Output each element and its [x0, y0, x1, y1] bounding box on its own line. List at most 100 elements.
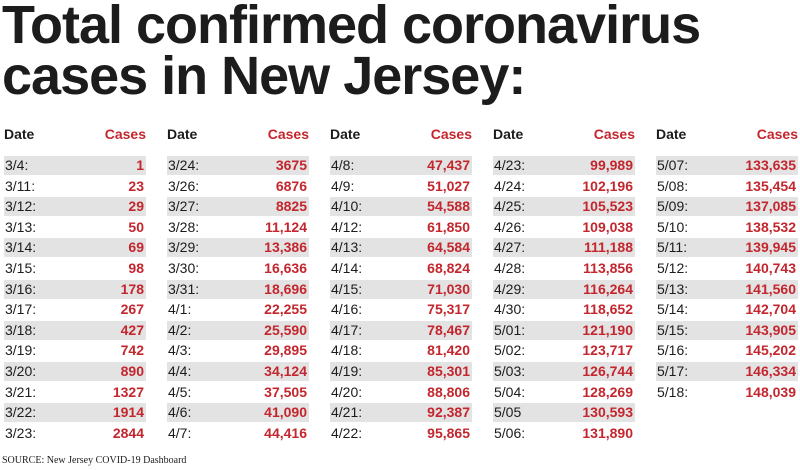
- row-cases: 54,588: [427, 198, 470, 215]
- cases-header: Cases: [756, 126, 798, 142]
- row-date: 4/12:: [331, 218, 363, 235]
- column-header: Date Cases: [656, 124, 798, 144]
- table-row: 3/30: 16,636: [167, 259, 309, 278]
- row-date: 5/14:: [657, 301, 689, 318]
- table-row: 5/15: 143,905: [656, 320, 798, 340]
- row-cases: 13,386: [264, 239, 307, 256]
- row-date: 5/03:: [494, 363, 526, 379]
- row-date: 5/15:: [657, 321, 689, 338]
- row-cases: 22,255: [264, 301, 307, 318]
- row-cases: 44,416: [264, 424, 307, 441]
- row-date: 5/01:: [494, 321, 526, 338]
- row-cases: 37,505: [264, 383, 307, 400]
- table-row: 4/20: 88,806: [330, 383, 472, 402]
- table-row: 4/15: 71,030: [330, 279, 472, 299]
- row-cases: 47,437: [427, 157, 470, 173]
- row-date: 5/11:: [657, 239, 688, 256]
- row-date: 4/8:: [331, 157, 355, 173]
- cases-header: Cases: [430, 126, 472, 142]
- row-cases: 1914: [112, 404, 144, 421]
- row-cases: 178: [120, 280, 144, 297]
- row-date: 4/16:: [331, 301, 363, 318]
- table-row: 4/28: 113,856: [493, 259, 635, 278]
- row-date: 3/12:: [5, 198, 37, 215]
- table-row: 3/28: 11,124: [167, 218, 309, 237]
- row-date: 4/24:: [494, 177, 526, 194]
- row-cases: 148,039: [745, 383, 796, 400]
- date-header: Date: [493, 126, 524, 142]
- table-row: 5/13: 141,560: [656, 279, 798, 299]
- table-row: 5/04: 128,269: [493, 383, 635, 402]
- row-date: 4/13:: [331, 239, 363, 256]
- row-date: 3/11:: [5, 177, 36, 194]
- column-header: Date Cases: [493, 124, 635, 144]
- table-row: 3/16: 178: [4, 279, 146, 299]
- row-date: 5/18:: [657, 383, 689, 400]
- table-row: 5/09: 137,085: [656, 197, 798, 217]
- table-row: 3/22: 1914: [4, 403, 146, 423]
- row-cases: 742: [120, 342, 144, 359]
- row-cases: 2844: [112, 424, 144, 441]
- row-date: 4/27:: [494, 239, 526, 256]
- table-row: 3/17: 267: [4, 300, 146, 319]
- table-row: 4/17: 78,467: [330, 320, 472, 340]
- table-row: 3/29: 13,386: [167, 238, 309, 258]
- row-date: 4/7:: [168, 424, 192, 441]
- row-cases: 139,945: [745, 239, 796, 256]
- row-date: 3/15:: [5, 260, 37, 276]
- row-cases: 23: [128, 177, 144, 194]
- row-date: 4/18:: [331, 342, 363, 359]
- row-cases: 118,652: [583, 301, 633, 318]
- table-row: 4/6: 41,090: [167, 403, 309, 423]
- row-cases: 131,890: [582, 424, 633, 441]
- date-header: Date: [4, 126, 35, 142]
- row-cases: 1327: [112, 383, 144, 400]
- row-date: 3/24:: [168, 157, 200, 173]
- row-cases: 29: [128, 198, 144, 215]
- row-date: 4/4:: [168, 363, 192, 379]
- row-date: 3/22:: [5, 404, 37, 421]
- row-date: 4/1:: [168, 301, 192, 318]
- row-date: 5/12:: [657, 260, 689, 276]
- row-cases: 18,696: [264, 280, 307, 297]
- table-row: 5/12: 140,743: [656, 259, 798, 278]
- row-date: 4/23:: [494, 157, 526, 173]
- table-row: 3/14: 69: [4, 238, 146, 258]
- table-row: 5/10: 138,532: [656, 218, 798, 237]
- date-header: Date: [330, 126, 361, 142]
- table-column: Date Cases 4/8: 47,437 4/9: 51,027 4/10: 54,588…: [330, 124, 472, 444]
- row-cases: 135,454: [745, 177, 796, 194]
- row-cases: 78,467: [427, 321, 470, 338]
- table-row: 4/25: 105,523: [493, 197, 635, 217]
- table-row: 5/17: 146,334: [656, 362, 798, 381]
- row-date: 4/26:: [494, 218, 526, 235]
- table-row: 4/16: 75,317: [330, 300, 472, 319]
- table-column: Date Cases 5/07: 133,635 5/08: 135,454 5/09: 13…: [656, 124, 798, 444]
- table-row: 5/14: 142,704: [656, 300, 798, 319]
- row-date: 4/5:: [168, 383, 192, 400]
- title-line-1: Total confirmed coronavirus: [2, 0, 701, 55]
- table-row: 3/20: 890: [4, 362, 146, 381]
- table-row: 5/02: 123,717: [493, 341, 635, 360]
- table-row: 4/22: 95,865: [330, 424, 472, 443]
- table-row: 5/06: 131,890: [493, 424, 635, 443]
- row-date: 3/4:: [5, 157, 29, 173]
- table-row: 4/14: 68,824: [330, 259, 472, 278]
- row-date: 4/17:: [331, 321, 363, 338]
- row-date: 4/9:: [331, 177, 355, 194]
- row-cases: 109,038: [582, 218, 633, 235]
- row-cases: 123,717: [582, 342, 633, 359]
- row-cases: 102,196: [582, 177, 633, 194]
- table-column: Date Cases 4/23: 99,989 4/24: 102,196 4/25: 105…: [493, 124, 635, 444]
- row-date: 4/25:: [494, 198, 526, 215]
- column-header: Date Cases: [4, 124, 146, 144]
- row-cases: 11,124: [264, 218, 307, 235]
- row-date: 3/14:: [5, 239, 37, 256]
- table-row: 4/10: 54,588: [330, 197, 472, 217]
- row-date: 5/17:: [657, 363, 689, 379]
- row-cases: 111,188: [583, 239, 633, 256]
- table-row: 4/26: 109,038: [493, 218, 635, 237]
- row-cases: 146,334: [745, 363, 796, 379]
- table-row: 5/16: 145,202: [656, 341, 798, 360]
- row-date: 5/08:: [657, 177, 689, 194]
